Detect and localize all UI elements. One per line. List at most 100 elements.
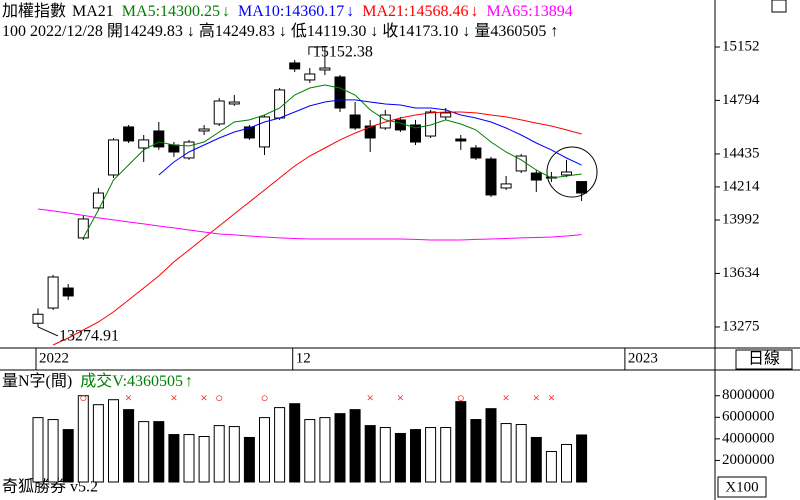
x-tick-label: 12: [296, 350, 311, 366]
volume-bar: [425, 427, 437, 483]
volume-bar: [576, 434, 588, 483]
y-tick-label: 4000000: [722, 430, 775, 446]
volume-bar: [259, 417, 270, 483]
candle-body: [108, 139, 119, 176]
volume-signal: ×: [502, 390, 509, 405]
candle-body: [364, 125, 376, 139]
candle-body: [92, 192, 104, 209]
volume-bar: [515, 424, 527, 483]
volume-bar: [440, 427, 452, 483]
candle-body: [500, 183, 512, 189]
low-annotation: 13274.91: [59, 328, 119, 345]
header-line: 加權指數 MA21 MA5:14300.25 ↓ MA10:14360.17 ↓ MA21:…: [2, 2, 573, 20]
candle-body: [168, 144, 180, 153]
info-item: ↑: [550, 23, 558, 40]
volume-arrow: ↑: [185, 373, 193, 390]
y-tick-label: 14435: [722, 145, 760, 161]
volume-bar: [561, 443, 572, 483]
volume-bar: [32, 417, 44, 483]
volume-bar: [364, 425, 376, 483]
volume-signal: ○: [261, 390, 269, 405]
candle-body: [425, 111, 437, 137]
volume-bar: [47, 419, 59, 483]
window-button[interactable]: [771, 0, 787, 13]
title: 加權指數: [2, 2, 66, 20]
volume-bar: [92, 404, 104, 483]
volume-bar: [349, 409, 361, 483]
unit-label: X100: [725, 479, 758, 495]
info-item: 低14119.30: [291, 22, 366, 40]
unit-box: [717, 476, 767, 498]
candle-body: [304, 73, 316, 81]
volume-bar: [394, 432, 406, 483]
volume-bar: [455, 401, 467, 483]
candle-body: [243, 126, 255, 139]
period-box[interactable]: [735, 349, 793, 370]
legend-arrow: ↓: [346, 3, 354, 20]
candle-body: [62, 287, 74, 297]
volume-bar: [334, 413, 346, 483]
candle-body: [576, 181, 588, 194]
candle-body: [153, 130, 165, 148]
info-item: 2022/12/28: [30, 23, 103, 40]
info-item: ↓: [370, 23, 378, 40]
volume-bar: [470, 419, 482, 483]
candle-body: [349, 114, 361, 129]
x-tick-label: 2022: [39, 350, 69, 366]
volume-bar: [319, 417, 331, 483]
subtitle: MA21: [72, 3, 114, 20]
volume-signal: ×: [367, 390, 374, 405]
volume-bar: [485, 408, 497, 483]
info-item: ↓: [279, 23, 287, 40]
volume-bar: [213, 425, 225, 483]
volume-bar: [304, 419, 316, 483]
volume-signal: ×: [548, 390, 555, 405]
volume-title: 量N字(間): [2, 372, 72, 390]
info-line: 100 2022/12/28 開14249.83 ↓ 高14249.83 ↓ 低14119.…: [2, 22, 558, 40]
ma-line: [158, 99, 582, 176]
volume-bar: [530, 436, 542, 483]
candle-body: [123, 126, 135, 142]
candle-body: [77, 218, 89, 239]
volume-bar: [153, 421, 165, 483]
volume-bar: [183, 434, 195, 483]
candle-body: [289, 62, 301, 70]
annotation-leader: [37, 326, 59, 337]
info-item: 開14249.83: [107, 23, 183, 40]
volume-signal: ×: [533, 390, 540, 405]
ma-line: [52, 111, 582, 346]
volume-signal: ○: [457, 390, 465, 405]
y-tick-label: 13992: [722, 211, 760, 227]
info-item: ↓: [462, 23, 470, 40]
candle-body: [334, 76, 346, 109]
info-item: 100: [2, 23, 26, 40]
annotation-leader: [308, 46, 325, 55]
y-tick-label: 13634: [722, 265, 760, 281]
legend-arrow: ↓: [471, 3, 479, 20]
footer: 奇狐勝券 v5.2: [2, 478, 98, 496]
volume-bar: [500, 423, 512, 483]
period-label[interactable]: 日線: [748, 350, 780, 368]
highlight-circle: [546, 146, 598, 198]
candle-body: [530, 172, 542, 181]
candle-body: [228, 101, 240, 105]
candle-body: [394, 119, 406, 131]
candle-body: [198, 128, 210, 132]
candle-body: [561, 171, 572, 176]
volume-signal: ○: [215, 390, 223, 405]
volume-bar: [62, 429, 74, 483]
volume-bar: [168, 434, 180, 483]
candle-body: [470, 147, 482, 159]
ma-line: [82, 84, 582, 239]
legend-arrow: ↓: [222, 3, 230, 20]
candle-body: [47, 276, 59, 309]
legend-entry: MA10:14360.17: [238, 3, 344, 20]
volume-header: 量N字(間) 成交V:4360505 ↑: [2, 372, 193, 390]
candle-body: [274, 89, 286, 119]
volume-bar: [379, 427, 391, 483]
volume-signal: ×: [170, 390, 177, 405]
info-item: 量4360505: [474, 23, 546, 40]
legend-entry: MA65:13894: [487, 3, 573, 20]
volume-bar: [410, 429, 421, 483]
